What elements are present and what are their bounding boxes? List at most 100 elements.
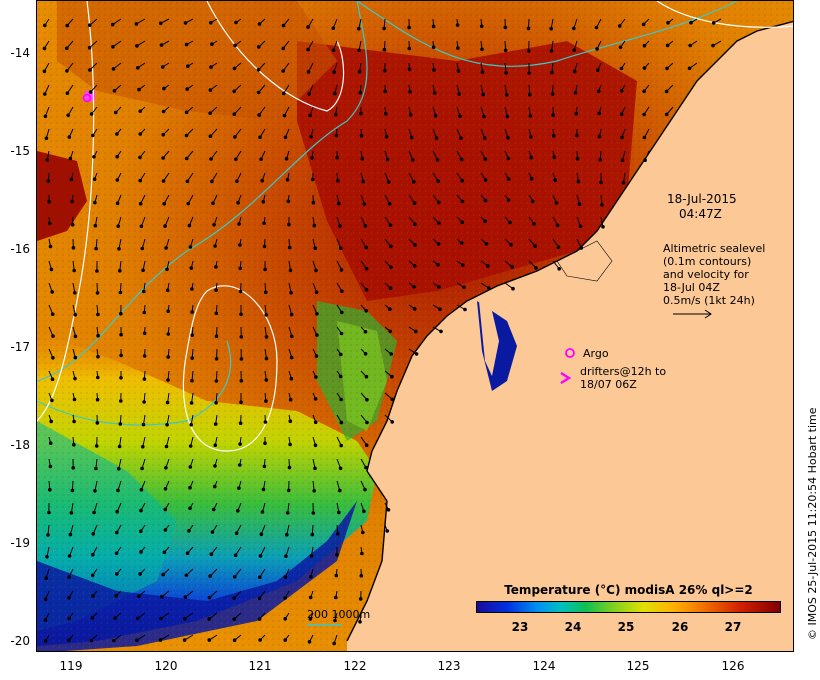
velocity-arrow-head <box>314 354 319 358</box>
velocity-arrow-head <box>483 219 488 224</box>
velocity-arrow-head <box>431 45 436 50</box>
velocity-arrow-head <box>334 133 339 138</box>
velocity-arrow-head <box>288 442 292 447</box>
velocity-arrow-head <box>359 111 363 116</box>
velocity-arrow-head <box>183 595 188 599</box>
velocity-arrow-head <box>595 47 599 51</box>
velocity-arrow-head <box>483 157 488 161</box>
velocity-arrow-head <box>159 43 164 47</box>
velocity-arrow-head <box>182 638 187 642</box>
velocity-arrow-head <box>214 311 219 316</box>
velocity-arrow-head <box>363 352 368 356</box>
y-tick-label: -20 <box>10 634 30 648</box>
velocity-arrow-head <box>483 198 488 203</box>
velocity-arrow-head <box>359 573 364 578</box>
velocity-arrow-head <box>208 111 212 115</box>
velocity-arrow-head <box>460 220 465 224</box>
velocity-arrow-head <box>621 181 626 185</box>
velocity-arrow-head <box>315 312 319 316</box>
velocity-arrow-head <box>481 92 486 97</box>
velocity-arrow-head <box>44 136 49 141</box>
velocity-arrow-head <box>95 421 100 425</box>
velocity-arrow-head <box>503 25 508 30</box>
velocity-arrow-head <box>383 89 388 94</box>
velocity-arrow-head <box>338 374 343 379</box>
velocity-arrow-head <box>233 553 238 558</box>
velocity-arrow-head <box>339 246 343 250</box>
velocity-arrow-head <box>142 377 147 381</box>
velocity-arrow-head <box>313 246 318 250</box>
depth-legend-label: 200 1000m <box>307 608 371 621</box>
velocity-arrow-head <box>140 246 145 251</box>
velocity-arrow-head <box>88 90 93 94</box>
velocity-arrow-head <box>260 510 265 514</box>
velocity-arrow-head <box>412 201 417 205</box>
velocity-arrow-head <box>334 595 338 600</box>
velocity-arrow-head <box>42 69 47 74</box>
velocity-arrow-head <box>310 532 315 537</box>
velocity-arrow-head <box>390 420 395 424</box>
velocity-arrow-head <box>310 177 315 182</box>
velocity-arrow-head <box>96 354 100 359</box>
velocity-arrow-head <box>459 136 463 140</box>
velocity-arrow-head <box>308 617 313 621</box>
drifters-line: drifters@12h to <box>580 365 667 378</box>
velocity-arrow-head <box>554 201 559 205</box>
velocity-arrow-head <box>46 179 51 183</box>
velocity-arrow-head <box>306 25 310 29</box>
velocity-arrow-head <box>333 91 337 96</box>
velocity-arrow-head <box>461 263 465 267</box>
velocity-arrow-head <box>599 180 603 185</box>
velocity-arrow-head <box>407 67 412 72</box>
x-tick-label: 124 <box>532 659 556 673</box>
velocity-arrow-head <box>49 419 53 424</box>
velocity-arrow-head <box>91 594 95 598</box>
velocity-arrow-head <box>210 530 215 534</box>
velocity-arrow-head <box>387 202 392 206</box>
velocity-arrow-head <box>288 397 293 402</box>
velocity-arrow-head <box>486 264 490 268</box>
velocity-arrow-head <box>49 267 54 272</box>
velocity-arrow-head <box>163 224 167 228</box>
velocity-arrow-head <box>339 268 344 272</box>
isobath-200m <box>37 1 368 382</box>
velocity-arrow-head <box>43 114 48 119</box>
velocity-arrow-head <box>308 595 313 600</box>
velocity-arrow-head <box>118 290 123 295</box>
velocity-arrow-head <box>88 68 92 72</box>
velocity-arrow-head <box>557 267 562 271</box>
velocity-arrow-head <box>259 532 264 537</box>
y-tick-label: -19 <box>10 536 30 550</box>
velocity-arrow-head <box>68 156 73 161</box>
velocity-arrow-head <box>480 70 485 74</box>
velocity-arrow-head <box>142 289 146 294</box>
velocity-arrow-head <box>432 68 436 72</box>
velocity-arrow-head <box>162 550 167 555</box>
velocity-arrow-head <box>264 335 269 339</box>
velocity-arrow-head <box>362 202 367 206</box>
velocity-arrow-head <box>338 224 342 228</box>
velocity-arrow-head <box>313 397 318 401</box>
velocity-arrow-head <box>208 134 213 138</box>
velocity-arrow-head <box>43 23 47 28</box>
velocity-arrow-head <box>134 22 139 26</box>
velocity-arrow-head <box>115 530 119 535</box>
velocity-arrow-head <box>534 266 538 270</box>
velocity-arrow-head <box>71 246 76 250</box>
velocity-arrow-head <box>572 48 577 53</box>
velocity-arrows <box>42 18 722 646</box>
velocity-arrow-head <box>115 178 120 182</box>
velocity-arrow-head <box>364 266 369 271</box>
velocity-arrow-head <box>233 135 237 139</box>
velocity-arrow-head <box>141 444 145 449</box>
sst-map <box>37 1 793 651</box>
velocity-arrow-head <box>362 509 366 514</box>
velocity-arrow-head <box>364 245 369 250</box>
velocity-arrow-head <box>332 641 337 646</box>
velocity-arrow-head <box>306 70 311 74</box>
velocity-arrow-head <box>364 309 369 313</box>
velocity-arrow-head <box>212 223 216 227</box>
velocity-arrow-head <box>333 618 337 623</box>
velocity-arrow-head <box>73 312 78 317</box>
velocity-arrow-head <box>264 378 269 382</box>
